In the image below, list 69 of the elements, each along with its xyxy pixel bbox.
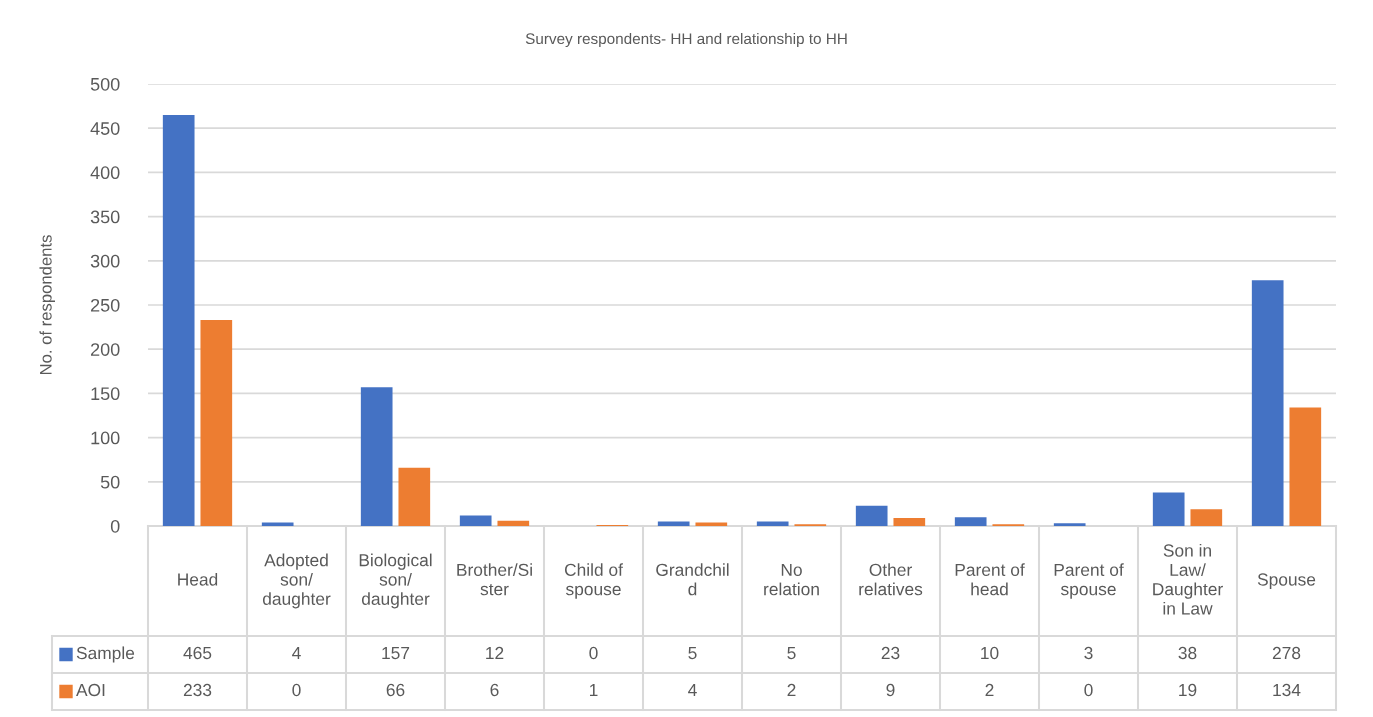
data-label: 1 [590,684,598,696]
bar [200,320,233,526]
bar [695,522,728,526]
x-tick-label: Biological son/ daughter [359,553,432,609]
bar [756,521,789,526]
x-tick-label: Brother/Si ster [457,563,532,596]
data-label: 0 [1084,683,1093,697]
data-label: 5 [688,647,697,660]
bar [261,522,294,526]
y-tick-label: 450 [90,122,120,135]
bar [893,518,926,526]
bar [1053,523,1086,526]
x-tick-label: Child of spouse [564,563,623,599]
data-label: 278 [1272,646,1301,660]
data-label: 66 [386,683,405,697]
y-axis-title: No. of respondents [39,235,55,375]
x-tick-label: Spouse [1257,573,1316,590]
bar [459,515,492,526]
x-tick-label: Son in Law/ Daughter in Law [1153,543,1223,615]
data-label: 2 [787,683,796,696]
data-label: 3 [1084,646,1093,660]
x-tick-label: No relation [764,563,819,596]
data-label: 157 [382,647,410,660]
y-tick-label: 200 [91,343,120,356]
data-label: 233 [183,683,212,697]
x-tick-label: Adopted son/ daughter [262,553,331,609]
bar [1251,280,1284,526]
data-label: 2 [985,683,994,696]
data-label: 12 [486,646,504,659]
data-label: 4 [688,684,697,696]
data-label: 134 [1273,683,1301,697]
data-label: 5 [787,647,796,660]
data-label: 9 [886,683,895,697]
y-tick-label: 500 [90,77,120,91]
data-label: 0 [589,646,598,660]
x-tick-label: Parent of head [955,563,1025,596]
x-tick-label: Grandchil d [656,563,729,596]
y-tick-label: 300 [90,254,120,268]
legend-label: Sample [76,646,135,663]
bar [855,505,888,526]
data-label: 10 [981,646,999,660]
data-label: 4 [292,647,301,659]
bar [1289,407,1322,526]
x-tick-label: Parent of spouse [1054,563,1124,599]
bar [954,517,987,526]
bar [1190,509,1223,526]
y-tick-label: 100 [91,431,120,445]
y-tick-label: 400 [90,166,120,180]
data-label: 6 [490,683,499,697]
bar [1152,492,1185,526]
bar [162,114,195,526]
y-tick-label: 50 [100,475,120,489]
legend-label: AOI [76,683,105,697]
x-tick-label: Head [178,572,218,586]
bar [398,467,431,526]
bar [360,387,393,526]
y-tick-label: 250 [91,298,120,312]
data-label: 23 [881,646,900,660]
data-label: 38 [1178,646,1197,660]
y-tick-label: 150 [91,387,120,401]
data-label: 19 [1179,683,1197,697]
data-label: 465 [183,646,212,660]
y-tick-label: 350 [90,210,120,224]
y-tick-label: 0 [110,519,120,533]
bar [657,521,690,526]
x-tick-label: Other relatives [859,563,923,596]
bar [497,520,530,526]
data-label: 0 [292,683,301,697]
chart-title: Survey respondents- HH and relationship to HH [525,32,847,48]
